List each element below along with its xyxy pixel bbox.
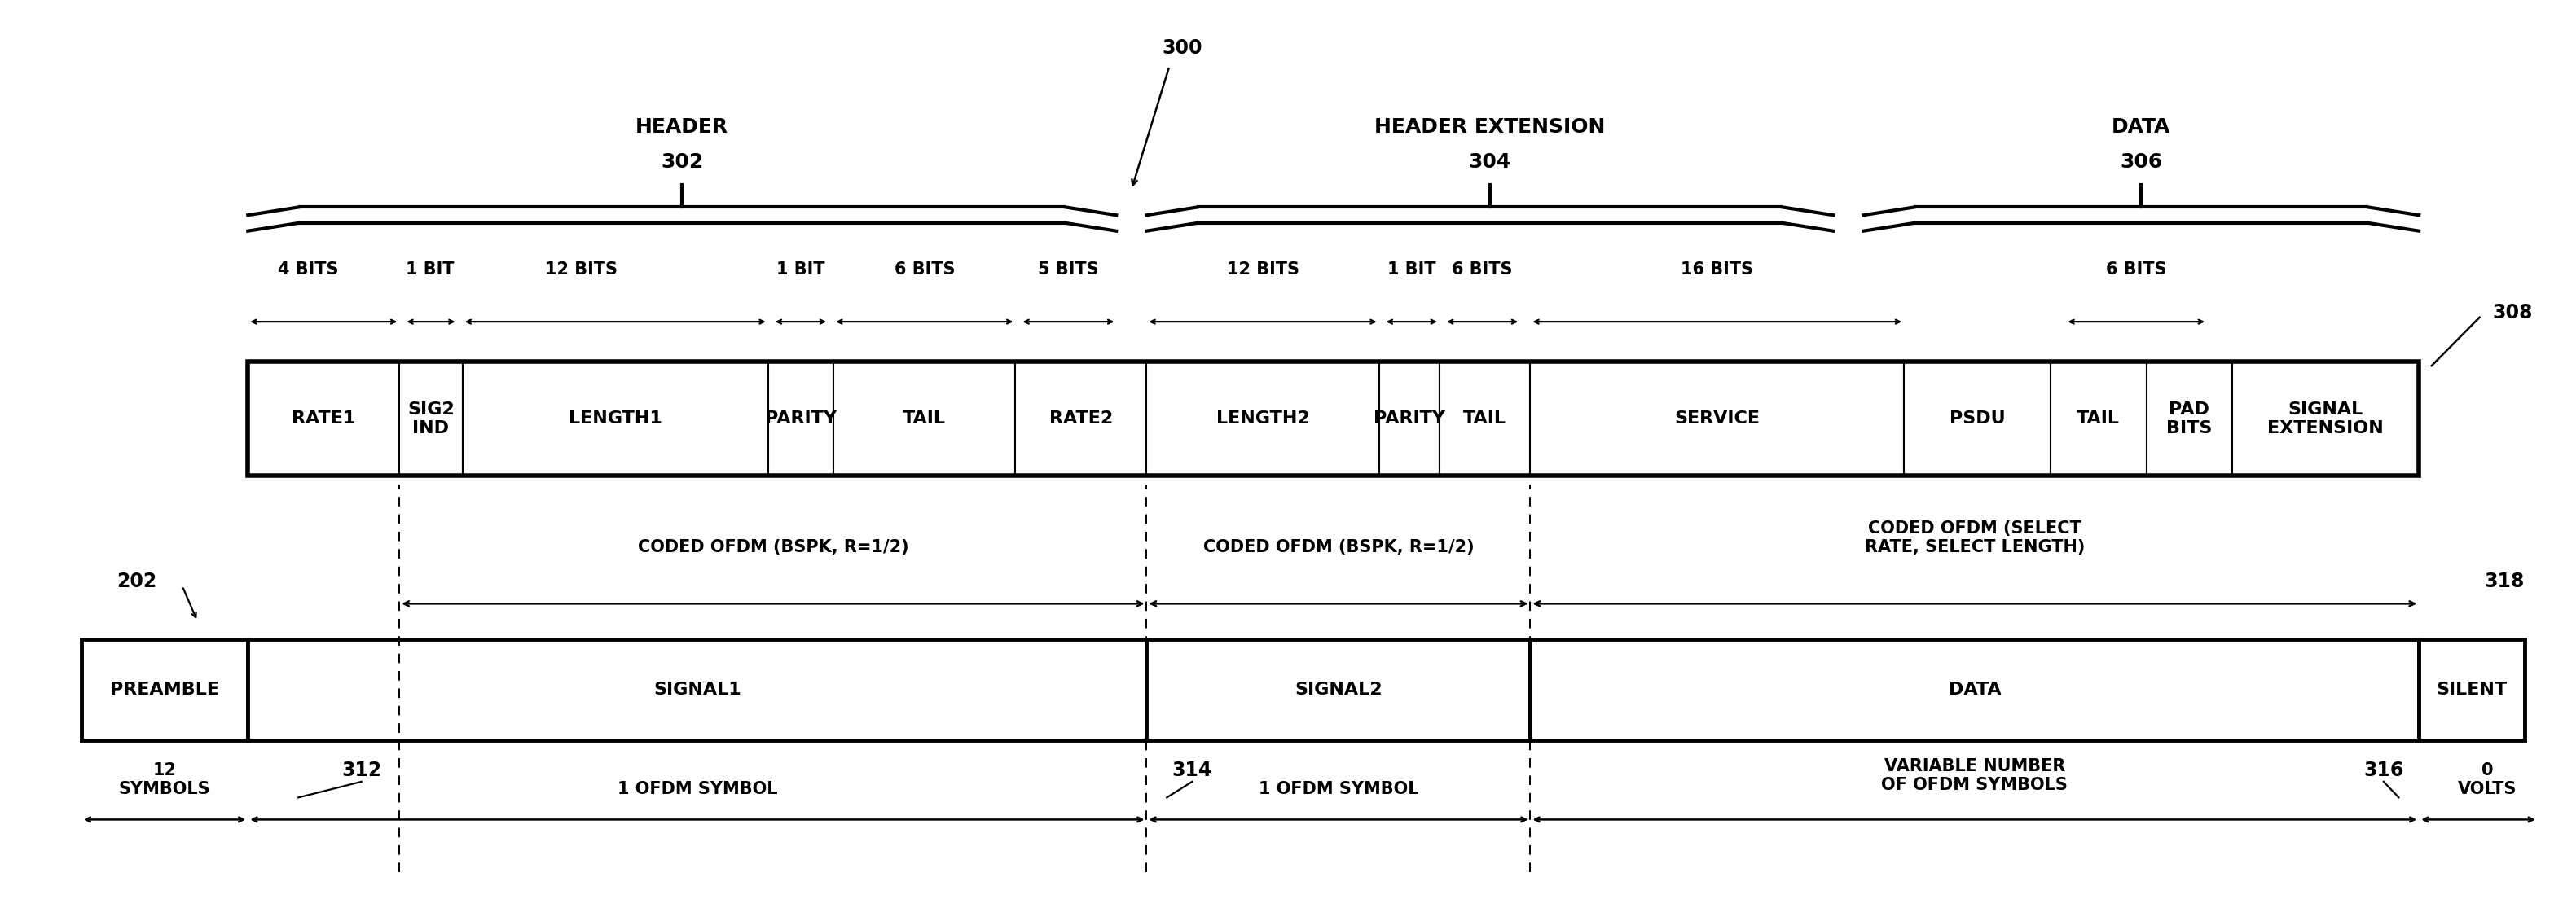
- Bar: [1904, 361, 2050, 476]
- Text: SERVICE: SERVICE: [1674, 411, 1759, 427]
- Text: PREAMBLE: PREAMBLE: [111, 681, 219, 698]
- Text: CODED OFDM (SELECT
RATE, SELECT LENGTH): CODED OFDM (SELECT RATE, SELECT LENGTH): [1865, 520, 2084, 556]
- Text: VARIABLE NUMBER
OF OFDM SYMBOLS: VARIABLE NUMBER OF OFDM SYMBOLS: [1880, 758, 2069, 793]
- Bar: [247, 639, 1146, 740]
- Text: 1 BIT: 1 BIT: [775, 262, 824, 278]
- Text: 1 OFDM SYMBOL: 1 OFDM SYMBOL: [1260, 781, 1419, 797]
- Bar: [1440, 361, 1530, 476]
- Text: 306: 306: [2120, 153, 2164, 172]
- Bar: [247, 361, 2419, 476]
- Text: RATE2: RATE2: [1048, 411, 1113, 427]
- Text: 6 BITS: 6 BITS: [2105, 262, 2166, 278]
- Text: 314: 314: [1172, 761, 1213, 779]
- Text: 300: 300: [1162, 38, 1203, 58]
- Text: CODED OFDM (BSPK, R=1/2): CODED OFDM (BSPK, R=1/2): [1203, 539, 1473, 556]
- Text: PARITY: PARITY: [765, 411, 837, 427]
- Bar: [2050, 361, 2146, 476]
- Text: SIG2
IND: SIG2 IND: [407, 401, 453, 436]
- Text: 5 BITS: 5 BITS: [1038, 262, 1100, 278]
- Text: TAIL: TAIL: [902, 411, 945, 427]
- Text: SIGNAL
EXTENSION: SIGNAL EXTENSION: [2267, 401, 2383, 436]
- Bar: [2146, 361, 2233, 476]
- Text: 0
VOLTS: 0 VOLTS: [2458, 762, 2517, 797]
- Bar: [1015, 361, 1146, 476]
- Bar: [399, 361, 464, 476]
- Bar: [1530, 361, 1904, 476]
- Text: HEADER EXTENSION: HEADER EXTENSION: [1376, 117, 1605, 137]
- Text: SILENT: SILENT: [2437, 681, 2506, 698]
- Bar: [835, 361, 1015, 476]
- Text: SIGNAL2: SIGNAL2: [1296, 681, 1383, 698]
- Text: SIGNAL1: SIGNAL1: [654, 681, 742, 698]
- Text: 1 OFDM SYMBOL: 1 OFDM SYMBOL: [618, 781, 778, 797]
- Text: 318: 318: [2486, 572, 2524, 592]
- Bar: [82, 639, 247, 740]
- Text: RATE1: RATE1: [291, 411, 355, 427]
- Text: LENGTH1: LENGTH1: [569, 411, 662, 427]
- Text: 304: 304: [1468, 153, 1512, 172]
- Text: 1 BIT: 1 BIT: [1388, 262, 1435, 278]
- Text: LENGTH2: LENGTH2: [1216, 411, 1309, 427]
- Text: 12 BITS: 12 BITS: [1226, 262, 1298, 278]
- Text: 312: 312: [343, 761, 381, 779]
- Text: 316: 316: [2365, 761, 2403, 779]
- Text: DATA: DATA: [1947, 681, 2002, 698]
- Bar: [2233, 361, 2419, 476]
- Text: 302: 302: [662, 153, 703, 172]
- Bar: [768, 361, 835, 476]
- Bar: [2419, 639, 2524, 740]
- Text: 16 BITS: 16 BITS: [1682, 262, 1754, 278]
- Text: 12 BITS: 12 BITS: [546, 262, 618, 278]
- Bar: [247, 361, 399, 476]
- Bar: [1146, 639, 1530, 740]
- Text: 202: 202: [116, 572, 157, 592]
- Bar: [1378, 361, 1440, 476]
- Text: CODED OFDM (BSPK, R=1/2): CODED OFDM (BSPK, R=1/2): [636, 539, 909, 556]
- Text: HEADER: HEADER: [636, 117, 729, 137]
- Text: 12
SYMBOLS: 12 SYMBOLS: [118, 762, 211, 797]
- Text: 6 BITS: 6 BITS: [894, 262, 956, 278]
- Text: PAD
BITS: PAD BITS: [2166, 401, 2213, 436]
- Text: 1 BIT: 1 BIT: [404, 262, 453, 278]
- Text: TAIL: TAIL: [1463, 411, 1507, 427]
- Bar: [1530, 639, 2419, 740]
- Text: DATA: DATA: [2112, 117, 2172, 137]
- Bar: [464, 361, 768, 476]
- Text: PSDU: PSDU: [1950, 411, 2004, 427]
- Text: 308: 308: [2491, 303, 2532, 323]
- Text: TAIL: TAIL: [2076, 411, 2120, 427]
- Text: 4 BITS: 4 BITS: [278, 262, 340, 278]
- Text: 6 BITS: 6 BITS: [1453, 262, 1512, 278]
- Bar: [1146, 361, 1378, 476]
- Text: PARITY: PARITY: [1373, 411, 1445, 427]
